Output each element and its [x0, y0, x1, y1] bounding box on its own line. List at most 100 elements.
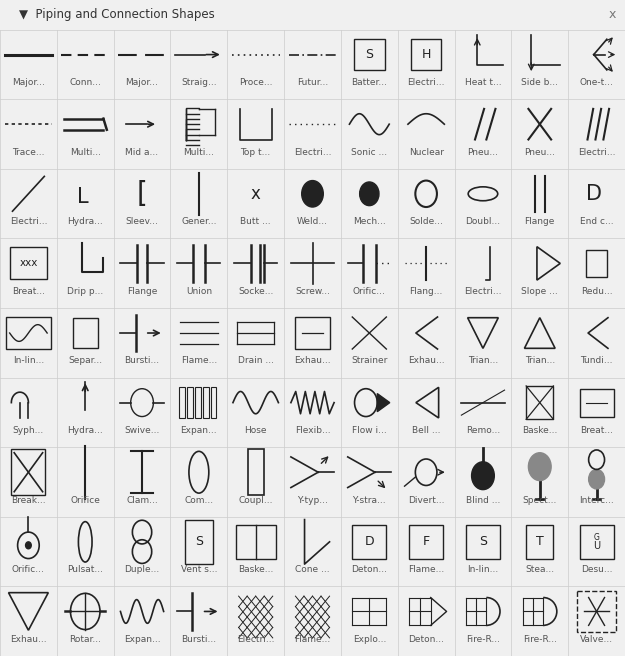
Text: Exhau...: Exhau... [408, 356, 444, 365]
Text: Electri...: Electri... [578, 148, 616, 157]
Text: In-lin...: In-lin... [468, 565, 499, 574]
Bar [6, 317, 51, 349]
Text: Y-stra...: Y-stra... [352, 495, 386, 504]
Text: Hydra...: Hydra... [68, 217, 103, 226]
Text: Flang...: Flang... [409, 287, 443, 296]
Bar [586, 250, 608, 277]
Text: Divert...: Divert... [408, 495, 444, 504]
Text: D: D [586, 184, 602, 204]
Text: Sonic ...: Sonic ... [351, 148, 388, 157]
Text: S: S [479, 535, 487, 548]
Bar [526, 525, 553, 558]
Text: T: T [536, 535, 544, 548]
Text: Duple...: Duple... [124, 565, 159, 574]
Bar [296, 317, 329, 349]
Bar [185, 520, 213, 564]
Text: Deton...: Deton... [351, 565, 388, 574]
Text: U: U [593, 541, 600, 551]
Text: Proce...: Proce... [239, 78, 272, 87]
Text: Flame...: Flame... [294, 635, 331, 644]
Text: Gener...: Gener... [181, 217, 217, 226]
Text: Explo...: Explo... [352, 635, 386, 644]
Text: Vent s...: Vent s... [181, 565, 217, 574]
Text: Orifice: Orifice [70, 495, 100, 504]
Text: Desu...: Desu... [581, 565, 612, 574]
Text: Baske...: Baske... [238, 565, 273, 574]
Text: xxx: xxx [19, 258, 38, 268]
Text: D: D [364, 535, 374, 548]
Text: Trace...: Trace... [12, 148, 44, 157]
Bar [203, 387, 209, 418]
Text: Com...: Com... [184, 495, 213, 504]
Bar [409, 525, 443, 558]
Text: Mid a...: Mid a... [126, 148, 159, 157]
Bar [72, 318, 98, 348]
Text: Coupl...: Coupl... [238, 495, 273, 504]
Bar [577, 590, 616, 632]
Text: Nuclear: Nuclear [409, 148, 444, 157]
Circle shape [472, 462, 494, 489]
Text: H: H [421, 48, 431, 61]
Text: Remo...: Remo... [466, 426, 500, 435]
Circle shape [589, 470, 604, 489]
Text: Trian...: Trian... [524, 356, 555, 365]
Text: Pneu...: Pneu... [524, 148, 555, 157]
Text: Deton...: Deton... [408, 635, 444, 644]
Text: Spect...: Spect... [522, 495, 557, 504]
Text: End c...: End c... [580, 217, 613, 226]
Text: Multi...: Multi... [183, 148, 214, 157]
Text: Rotar...: Rotar... [69, 635, 101, 644]
Text: Solde...: Solde... [409, 217, 443, 226]
Text: Conn...: Conn... [69, 78, 101, 87]
Text: Electri...: Electri... [408, 78, 445, 87]
Text: Bell ...: Bell ... [412, 426, 441, 435]
Text: Electri...: Electri... [237, 635, 274, 644]
Text: G: G [594, 533, 599, 542]
Bar [579, 389, 614, 417]
Text: Redu...: Redu... [581, 287, 612, 296]
Bar [236, 525, 276, 558]
Bar [11, 449, 46, 495]
Text: x: x [251, 185, 261, 203]
Text: Exhau...: Exhau... [10, 635, 47, 644]
Bar [179, 387, 184, 418]
Text: Bursti...: Bursti... [124, 356, 159, 365]
Text: Clam...: Clam... [126, 495, 158, 504]
Text: Break...: Break... [11, 495, 46, 504]
Bar [9, 247, 47, 279]
Text: One-t...: One-t... [579, 78, 614, 87]
Bar [248, 449, 264, 495]
Text: Hydra...: Hydra... [68, 426, 103, 435]
Text: Breat...: Breat... [12, 287, 45, 296]
Text: Flame...: Flame... [408, 565, 444, 574]
Circle shape [302, 180, 323, 207]
Text: Expan...: Expan... [124, 635, 161, 644]
Bar [352, 525, 386, 558]
Circle shape [359, 182, 379, 205]
Text: Flange: Flange [524, 217, 555, 226]
Text: Hose: Hose [244, 426, 267, 435]
Bar [187, 387, 192, 418]
Text: x: x [608, 9, 616, 21]
Text: In-lin...: In-lin... [12, 356, 44, 365]
Bar [526, 386, 553, 419]
Text: Batter...: Batter... [351, 78, 388, 87]
Text: Weld...: Weld... [297, 217, 328, 226]
Text: Swive...: Swive... [124, 426, 160, 435]
Text: Separ...: Separ... [68, 356, 102, 365]
Text: Heat t...: Heat t... [464, 78, 501, 87]
Text: Socke...: Socke... [238, 287, 273, 296]
Text: Valve...: Valve... [580, 635, 613, 644]
Bar [579, 525, 614, 558]
Text: L: L [77, 187, 88, 207]
Text: Major...: Major... [126, 78, 159, 87]
Text: Electri...: Electri... [9, 217, 47, 226]
Text: Futur...: Futur... [297, 78, 328, 87]
Text: Breat...: Breat... [580, 426, 613, 435]
Text: Butt ...: Butt ... [241, 217, 271, 226]
Bar [466, 525, 500, 558]
Text: Fire-R...: Fire-R... [522, 635, 557, 644]
Circle shape [528, 453, 551, 481]
Text: Flame...: Flame... [181, 356, 217, 365]
Text: Expan...: Expan... [181, 426, 217, 435]
